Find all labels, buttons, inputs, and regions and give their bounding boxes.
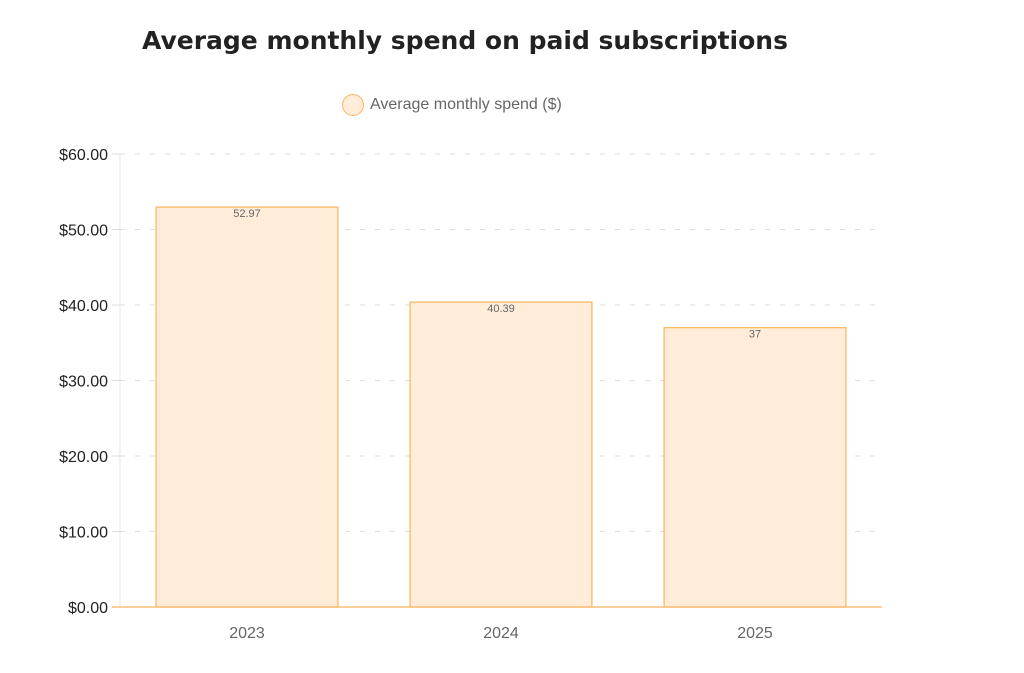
y-tick-label: $50.00 — [59, 223, 108, 240]
y-tick-label: $30.00 — [59, 374, 108, 391]
bar-2025 — [663, 327, 847, 608]
legend-swatch — [342, 94, 364, 116]
legend-label: Average monthly spend ($) — [370, 96, 562, 113]
x-tick-label: 2025 — [737, 625, 773, 642]
y-tick-label: $0.00 — [68, 600, 108, 617]
y-tick-label: $60.00 — [59, 147, 108, 164]
y-tick-label: $10.00 — [59, 525, 108, 542]
y-tick-label: $40.00 — [59, 298, 108, 315]
legend[interactable]: Average monthly spend ($) — [342, 94, 562, 116]
x-tick-label: 2023 — [229, 625, 265, 642]
data-label: 52.97 — [233, 208, 261, 220]
y-tick-label: $20.00 — [59, 449, 108, 466]
x-tick-label: 2024 — [483, 625, 519, 642]
data-label: 40.39 — [487, 303, 515, 315]
bar-2024 — [409, 301, 593, 608]
bar-2023 — [155, 206, 339, 608]
data-label: 37 — [749, 329, 761, 341]
chart-title: Average monthly spend on paid subscripti… — [142, 26, 788, 55]
